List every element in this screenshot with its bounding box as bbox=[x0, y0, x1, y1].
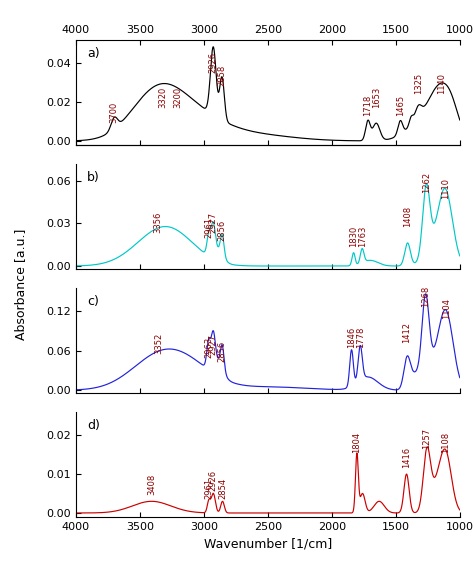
Text: 1408: 1408 bbox=[403, 206, 412, 227]
Text: 2927: 2927 bbox=[209, 334, 218, 355]
Text: 1830: 1830 bbox=[349, 225, 358, 247]
Text: 2963: 2963 bbox=[204, 336, 213, 358]
Text: 3352: 3352 bbox=[154, 332, 163, 354]
Text: 1653: 1653 bbox=[372, 86, 381, 108]
Text: d): d) bbox=[87, 419, 100, 432]
Text: 3356: 3356 bbox=[154, 211, 163, 233]
Text: 1108: 1108 bbox=[441, 431, 450, 453]
Text: 2926: 2926 bbox=[209, 470, 218, 491]
Text: 2856: 2856 bbox=[218, 340, 227, 362]
Text: 2854: 2854 bbox=[218, 478, 227, 499]
Text: a): a) bbox=[87, 47, 100, 60]
Text: 1763: 1763 bbox=[357, 225, 366, 247]
Text: c): c) bbox=[87, 295, 99, 308]
Text: 1778: 1778 bbox=[356, 327, 365, 348]
Text: Absorbance [a.u.]: Absorbance [a.u.] bbox=[14, 228, 27, 340]
Text: 3320: 3320 bbox=[158, 86, 167, 108]
Text: 2856: 2856 bbox=[218, 220, 227, 241]
Text: 1257: 1257 bbox=[422, 428, 431, 449]
Text: 2961: 2961 bbox=[204, 217, 213, 239]
Text: 2926: 2926 bbox=[209, 52, 218, 73]
Text: 3700: 3700 bbox=[110, 102, 118, 123]
X-axis label: Wavenumber [1/cm]: Wavenumber [1/cm] bbox=[204, 537, 332, 550]
Text: 1465: 1465 bbox=[396, 94, 405, 115]
Text: 1110: 1110 bbox=[441, 178, 450, 199]
Text: 2858: 2858 bbox=[218, 65, 227, 86]
Text: 3200: 3200 bbox=[174, 86, 182, 108]
Text: 2927: 2927 bbox=[209, 211, 218, 233]
Text: 1846: 1846 bbox=[347, 327, 356, 348]
Text: 1804: 1804 bbox=[352, 431, 361, 453]
Text: 2961: 2961 bbox=[204, 478, 213, 499]
Text: b): b) bbox=[87, 171, 100, 184]
Text: 1140: 1140 bbox=[438, 73, 447, 94]
Text: 1325: 1325 bbox=[414, 73, 423, 94]
Text: 1416: 1416 bbox=[402, 447, 411, 468]
Text: 3408: 3408 bbox=[147, 474, 156, 495]
Text: 1412: 1412 bbox=[402, 322, 411, 343]
Text: 1268: 1268 bbox=[421, 286, 430, 307]
Text: 1104: 1104 bbox=[442, 298, 451, 319]
Text: 1718: 1718 bbox=[364, 94, 373, 115]
Text: 1262: 1262 bbox=[422, 172, 431, 193]
